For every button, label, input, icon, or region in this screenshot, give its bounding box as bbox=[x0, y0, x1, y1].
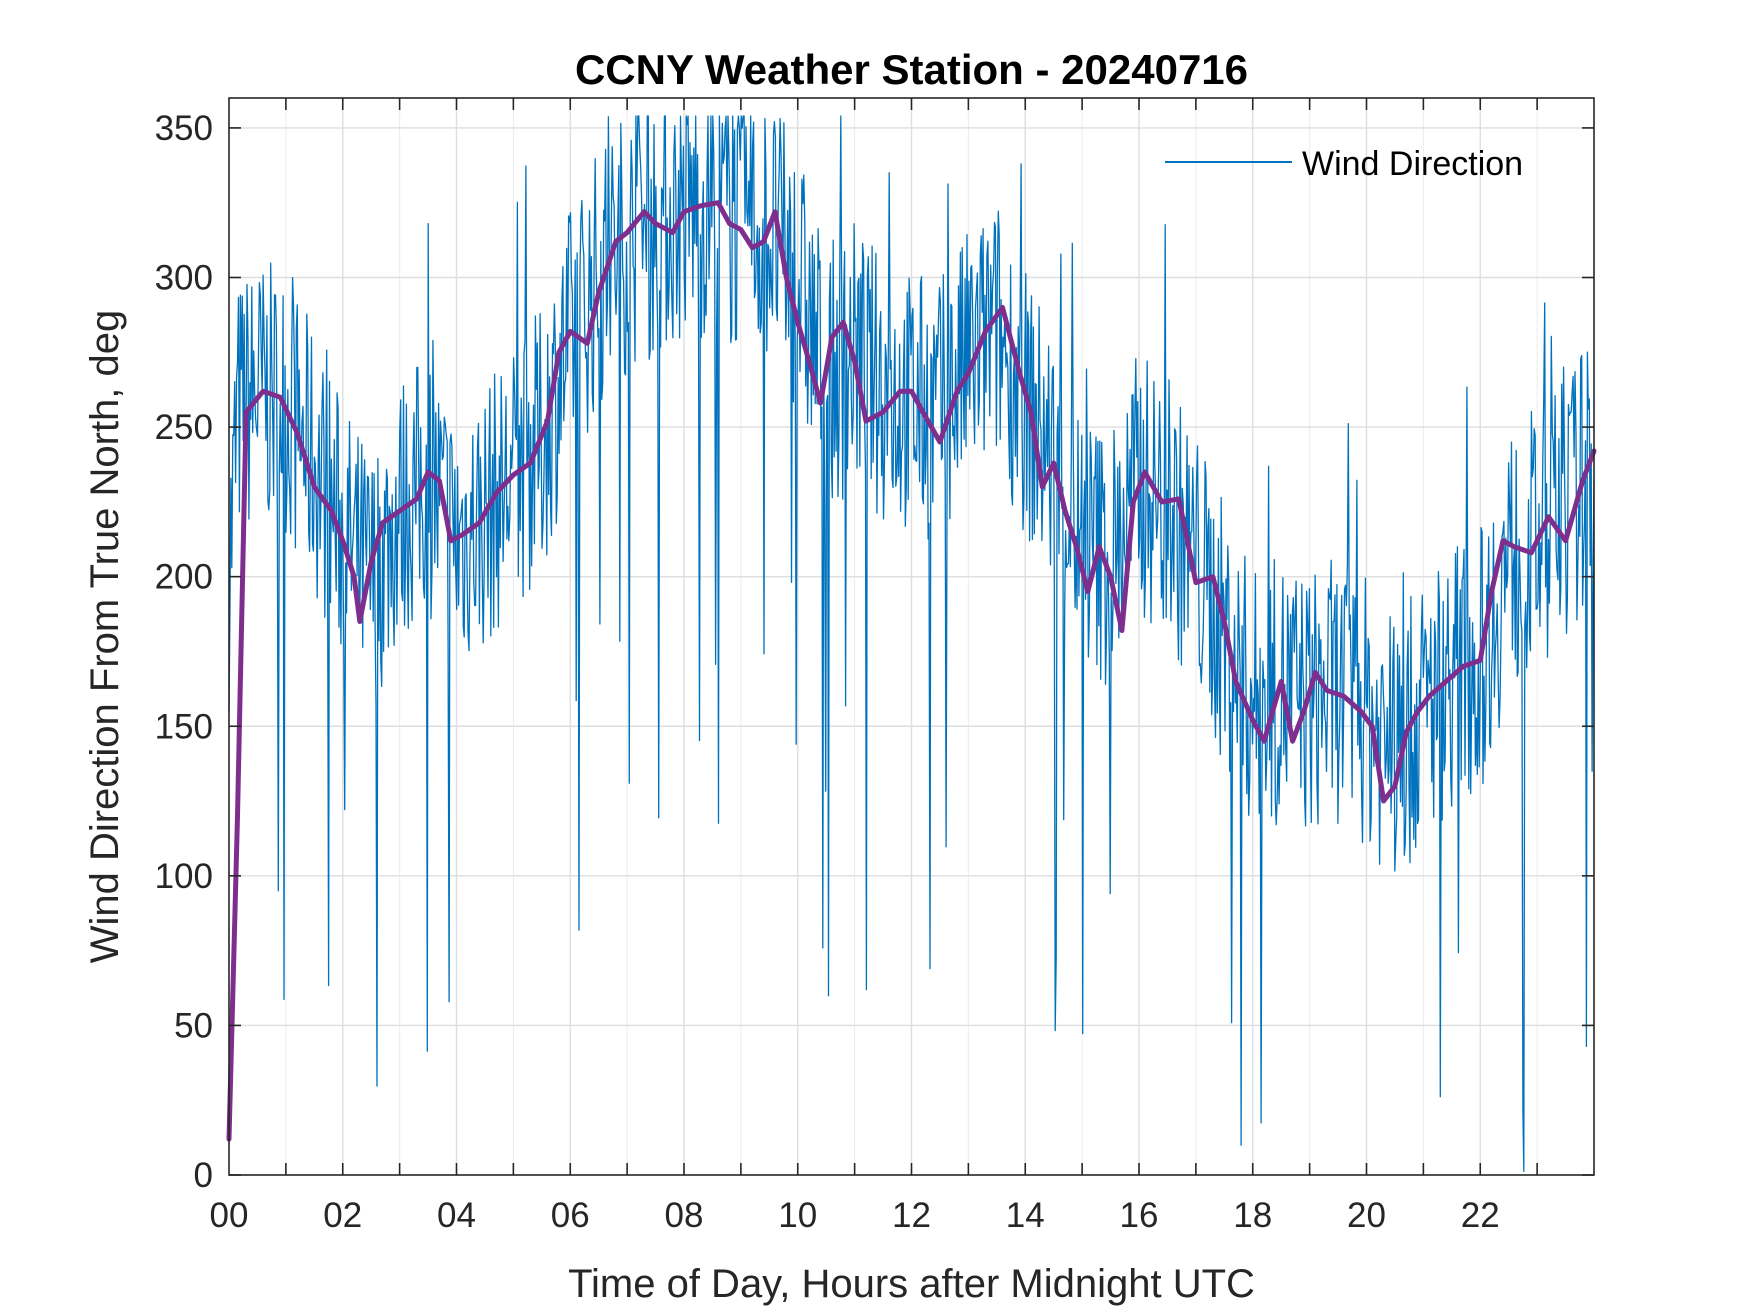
data-layer bbox=[226, 115, 1597, 1173]
y-tick-label: 100 bbox=[155, 857, 213, 896]
x-tick-label: 02 bbox=[323, 1196, 362, 1235]
y-tick-label: 250 bbox=[155, 408, 213, 447]
x-tick-label: 12 bbox=[892, 1196, 931, 1235]
x-tick-label: 10 bbox=[778, 1196, 817, 1235]
series-line-running-mean bbox=[226, 200, 1597, 1142]
legend: Wind Direction bbox=[1165, 145, 1523, 183]
x-tick-label: 00 bbox=[210, 1196, 249, 1235]
x-tick-label: 14 bbox=[1006, 1196, 1045, 1235]
x-tick-label: 06 bbox=[551, 1196, 590, 1235]
x-tick-label: 08 bbox=[665, 1196, 704, 1235]
y-tick-label: 300 bbox=[155, 259, 213, 298]
grid-layer bbox=[229, 98, 1594, 1175]
x-tick-label: 20 bbox=[1347, 1196, 1386, 1235]
y-axis-title: Wind Direction From True North, deg bbox=[83, 310, 127, 964]
x-tick-label: 04 bbox=[437, 1196, 476, 1235]
y-tick-label: 350 bbox=[155, 109, 213, 148]
chart-title: CCNY Weather Station - 20240716 bbox=[575, 46, 1248, 93]
legend-label-wind-direction: Wind Direction bbox=[1302, 145, 1523, 183]
y-tick-label: 150 bbox=[155, 707, 213, 746]
y-tick-label: 200 bbox=[155, 558, 213, 597]
y-tick-label: 50 bbox=[174, 1006, 213, 1045]
x-tick-label: 18 bbox=[1233, 1196, 1272, 1235]
tick-layer bbox=[229, 98, 1594, 1176]
x-tick-label: 22 bbox=[1461, 1196, 1500, 1235]
x-tick-label: 16 bbox=[1120, 1196, 1159, 1235]
x-axis-title: Time of Day, Hours after Midnight UTC bbox=[568, 1262, 1255, 1306]
series-line-wind-direction bbox=[228, 115, 1595, 1173]
label-layer: 00 02 04 06 08 10 12 14 16 18 20 22 0 50 100 150 200 250 3… bbox=[155, 109, 1500, 1235]
y-tick-label: 0 bbox=[194, 1156, 213, 1195]
